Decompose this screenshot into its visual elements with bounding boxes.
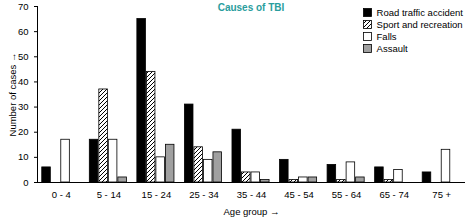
svg-text:20: 20 xyxy=(18,126,29,137)
html-text:Assault: Assault xyxy=(376,42,408,54)
svg-text:60: 60 xyxy=(18,26,29,37)
html-text:Sport and recreation: Sport and recreation xyxy=(376,18,463,30)
html-text:Road traffic accident: Road traffic accident xyxy=(376,6,463,18)
svg-text:Number of cases →: Number of cases → xyxy=(7,53,18,137)
svg-text:50: 50 xyxy=(18,51,29,62)
svg-text:0 - 4: 0 - 4 xyxy=(52,189,71,200)
html-text:Causes of TBI: Causes of TBI xyxy=(217,2,285,13)
svg-text:0: 0 xyxy=(23,177,28,188)
svg-text:Age group →: Age group → xyxy=(224,206,280,217)
html-text:Falls: Falls xyxy=(376,30,397,42)
svg-text:30: 30 xyxy=(18,101,29,112)
svg-text:70: 70 xyxy=(18,1,29,12)
svg-text:35 - 44: 35 - 44 xyxy=(237,189,267,200)
svg-text:45 - 54: 45 - 54 xyxy=(284,189,314,200)
svg-text:65 - 74: 65 - 74 xyxy=(379,189,409,200)
svg-text:55 - 64: 55 - 64 xyxy=(332,189,362,200)
svg-text:40: 40 xyxy=(18,76,29,87)
svg-text:75 +: 75 + xyxy=(432,189,451,200)
svg-text:25 - 34: 25 - 34 xyxy=(189,189,219,200)
svg-text:15 - 24: 15 - 24 xyxy=(142,189,172,200)
svg-text:5 - 14: 5 - 14 xyxy=(97,189,121,200)
svg-text:10: 10 xyxy=(18,151,29,162)
